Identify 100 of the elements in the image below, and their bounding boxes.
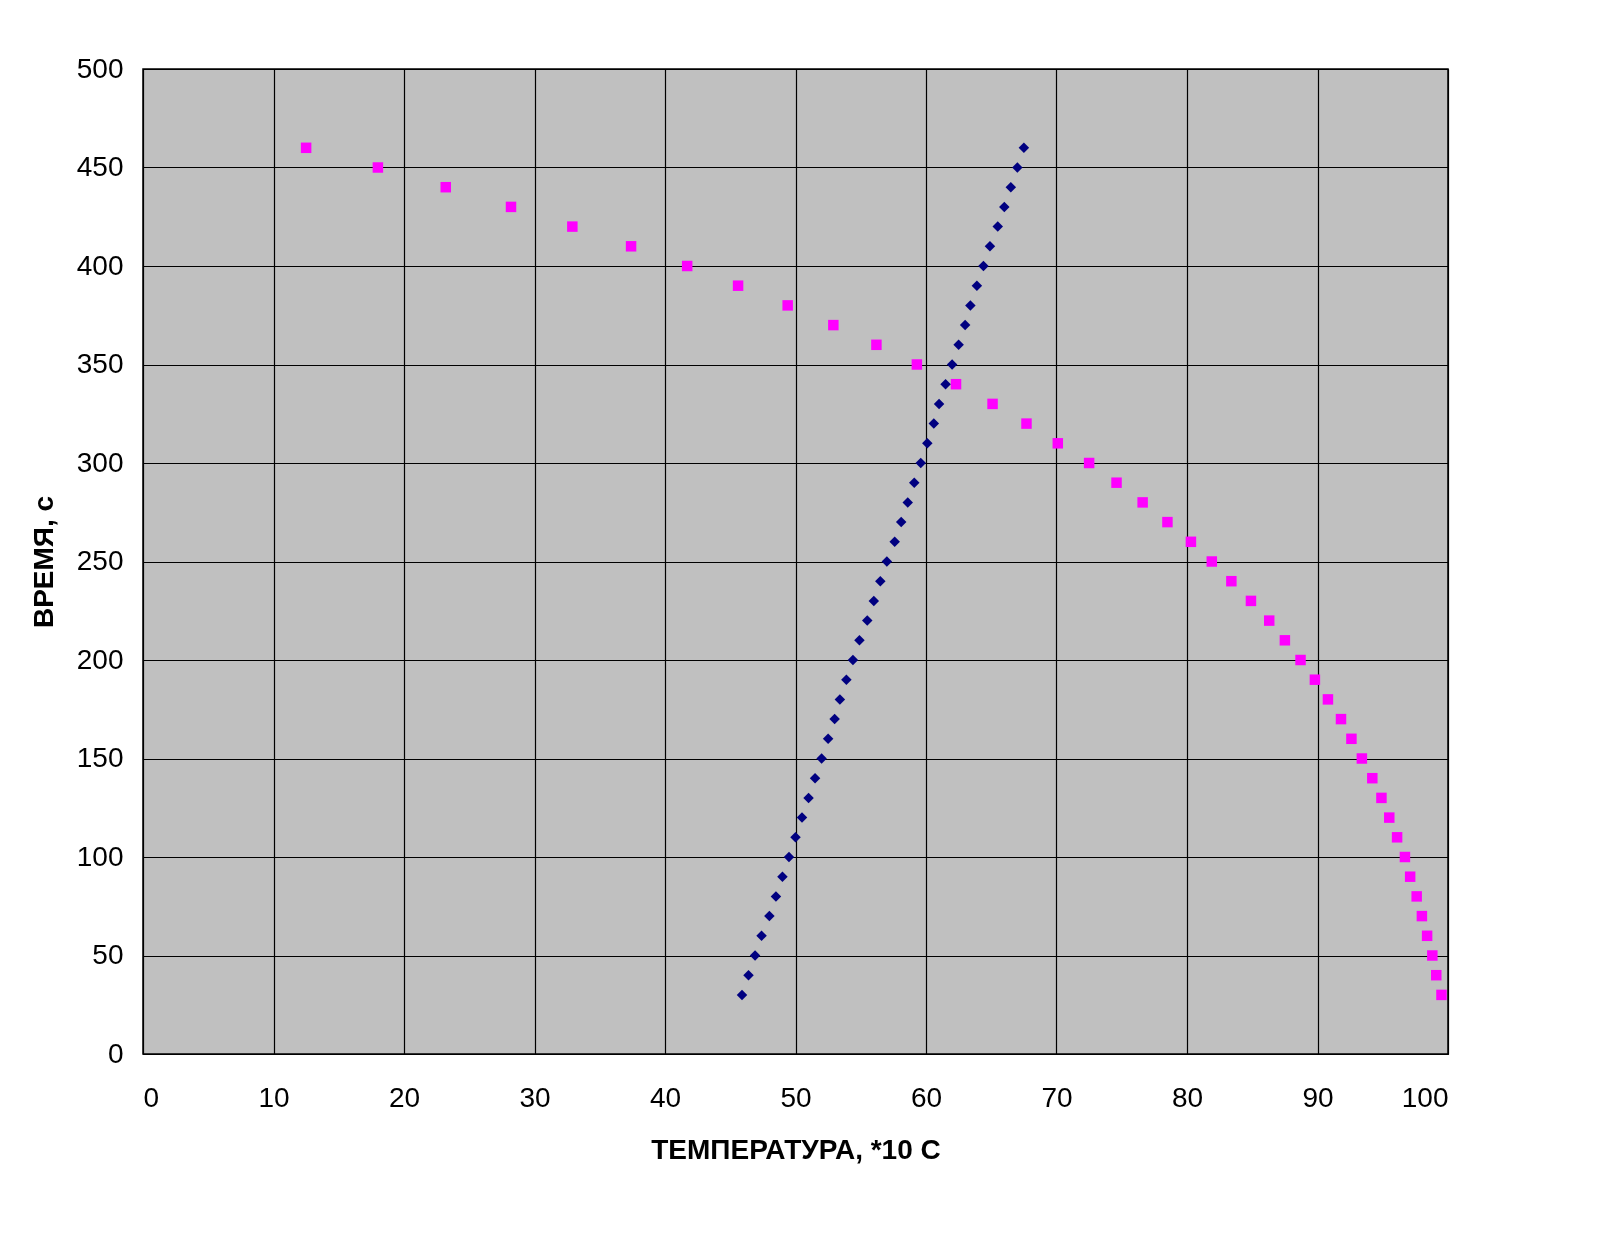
point <box>950 378 962 390</box>
point <box>909 477 920 488</box>
point <box>743 969 754 981</box>
point <box>803 792 814 804</box>
point <box>953 339 964 351</box>
point <box>440 181 451 193</box>
point <box>1111 477 1122 488</box>
x-tick-label: 90 <box>1302 1081 1334 1113</box>
point <box>1245 595 1257 607</box>
point <box>834 694 846 705</box>
point <box>895 516 907 528</box>
point <box>933 398 945 410</box>
point <box>971 280 983 291</box>
point <box>1421 930 1433 942</box>
x-axis-title: ТЕМПЕРАТУРА, *10 С <box>651 1133 941 1165</box>
point <box>1005 181 1017 193</box>
point <box>749 950 761 961</box>
point <box>881 556 893 567</box>
point <box>1185 536 1197 548</box>
point <box>1295 654 1306 666</box>
point <box>829 713 840 725</box>
x-tick-label: 40 <box>649 1081 682 1113</box>
point <box>915 457 927 469</box>
x-tick-label: 70 <box>1041 1081 1073 1113</box>
point <box>1436 989 1447 1001</box>
x-tick-label: 10 <box>258 1081 290 1113</box>
point <box>922 438 933 449</box>
point <box>816 753 827 764</box>
point <box>1021 418 1032 429</box>
point <box>732 280 744 291</box>
y-tick-label: 100 <box>76 840 124 872</box>
y-tick-label: 50 <box>92 939 124 970</box>
point <box>1411 891 1422 902</box>
point <box>736 989 748 1001</box>
point <box>756 930 767 942</box>
x-tick-label: 100 <box>1401 1081 1449 1113</box>
point <box>841 674 852 685</box>
point <box>862 615 873 626</box>
point <box>1322 694 1334 705</box>
point <box>928 418 940 429</box>
point <box>505 201 517 213</box>
point <box>1226 575 1237 587</box>
y-tick-label: 150 <box>76 742 124 773</box>
x-tick-label: 30 <box>519 1081 551 1113</box>
point <box>875 575 886 587</box>
point <box>978 260 989 272</box>
point <box>828 319 839 331</box>
point <box>984 241 996 252</box>
point <box>965 300 976 311</box>
point <box>1052 438 1064 449</box>
point <box>1431 969 1442 981</box>
point <box>911 359 923 370</box>
y-tick-label: 0 <box>107 1037 124 1069</box>
x-tick-label: 80 <box>1171 1081 1204 1113</box>
point <box>783 851 795 863</box>
point <box>946 359 958 370</box>
point <box>999 201 1010 213</box>
point <box>796 812 808 823</box>
point <box>1376 792 1387 804</box>
point <box>847 654 859 666</box>
point <box>1384 812 1395 823</box>
point <box>959 319 971 331</box>
point <box>1399 851 1411 863</box>
point <box>1083 457 1095 469</box>
point <box>987 398 998 410</box>
point <box>940 378 951 390</box>
y-tick-label: 500 <box>76 52 124 84</box>
point <box>625 241 637 252</box>
point <box>868 595 880 607</box>
point <box>782 300 793 311</box>
point <box>1263 615 1275 626</box>
point <box>1279 635 1291 646</box>
point <box>1206 556 1218 567</box>
y-tick-label: 400 <box>76 249 124 281</box>
point <box>1391 832 1403 843</box>
x-tick-label: 20 <box>388 1081 421 1113</box>
y-axis-title: ВРЕМЯ, с <box>27 495 59 629</box>
point <box>854 635 865 646</box>
point <box>809 772 821 784</box>
y-tick-label: 300 <box>76 446 124 478</box>
point <box>770 891 782 902</box>
point <box>372 162 384 173</box>
x-tick-label: 0 <box>143 1081 160 1113</box>
y-tick-label: 200 <box>76 643 124 675</box>
point <box>681 260 693 272</box>
point <box>1137 497 1148 508</box>
x-tick-label: 60 <box>910 1081 943 1113</box>
point <box>1404 871 1416 882</box>
x-tick-label: 50 <box>780 1081 812 1113</box>
y-tick-label: 450 <box>76 151 124 182</box>
point <box>1416 910 1428 922</box>
point <box>777 871 788 882</box>
point <box>790 832 801 843</box>
point <box>1335 713 1347 725</box>
point <box>1018 142 1030 154</box>
point <box>1427 950 1438 961</box>
point <box>1356 753 1368 764</box>
point <box>822 733 834 745</box>
point <box>300 142 312 154</box>
y-tick-label: 350 <box>76 348 124 379</box>
